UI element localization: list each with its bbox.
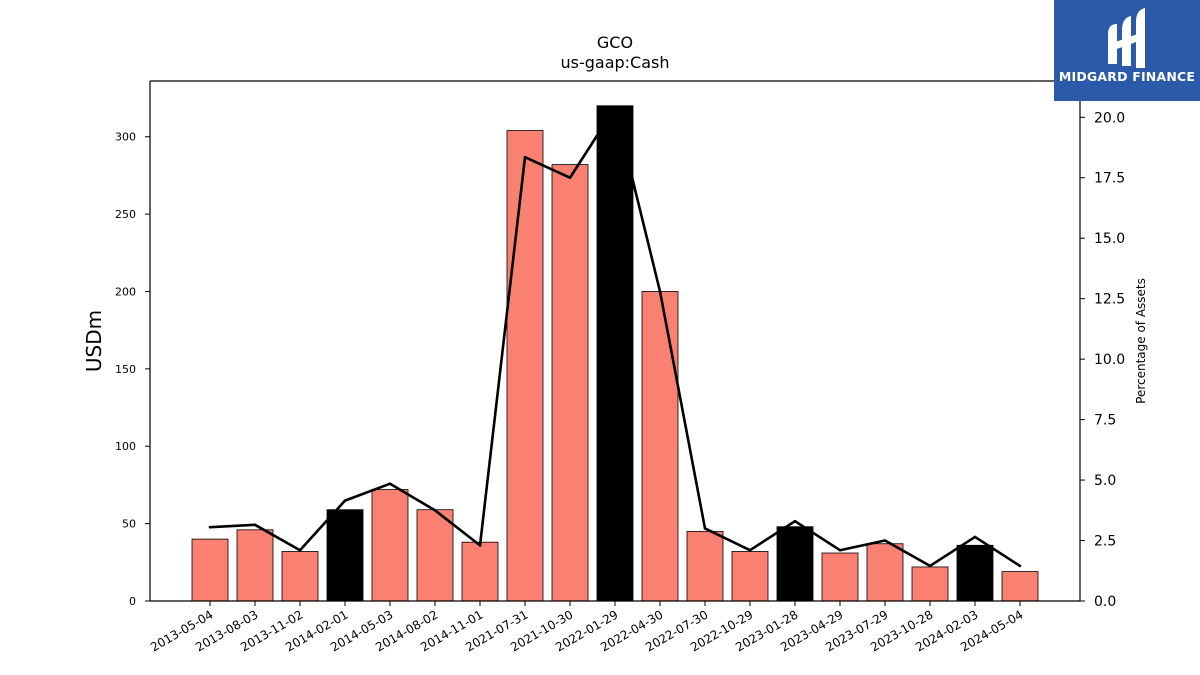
- line-point: [523, 155, 527, 159]
- line-point: [1018, 564, 1022, 568]
- line-point: [973, 535, 977, 539]
- bar: [236, 529, 274, 602]
- line-point: [253, 523, 257, 527]
- y2-tick-label: 0.0: [1094, 594, 1116, 610]
- line-point: [388, 482, 392, 485]
- y2-tick-label: 10.0: [1094, 352, 1125, 368]
- y2-tick-label: 2.5: [1094, 534, 1116, 550]
- chart-title: GCO: [597, 33, 633, 52]
- line-point: [838, 548, 842, 552]
- line-point: [793, 519, 797, 523]
- bar: [776, 526, 814, 602]
- line-point: [928, 564, 932, 568]
- logo-text: MIDGARD FINANCE: [1058, 69, 1196, 84]
- bar: [191, 538, 229, 602]
- line-point: [613, 106, 617, 109]
- bar: [1001, 571, 1039, 602]
- y2-tick-label: 15.0: [1094, 231, 1125, 247]
- line-point: [883, 539, 887, 542]
- y-tick-label: 250: [115, 208, 136, 221]
- bar: [596, 105, 634, 602]
- bar: [731, 551, 769, 602]
- y2-tick-label: 7.5: [1094, 413, 1116, 429]
- line-point: [478, 544, 482, 547]
- y2-tick-label: 5.0: [1094, 473, 1116, 489]
- y-tick-label: 200: [115, 285, 136, 298]
- bar: [506, 130, 544, 602]
- bar: [281, 551, 319, 602]
- bar: [911, 566, 949, 602]
- bar: [551, 164, 589, 602]
- line-point: [568, 176, 572, 180]
- y2-axis-label: Percentage of Assets: [1134, 278, 1148, 404]
- midgard-finance-logo: MIDGARD FINANCE: [1054, 0, 1200, 101]
- y-tick-label: 300: [115, 131, 136, 144]
- line-point: [298, 548, 302, 552]
- bar: [641, 291, 679, 602]
- y-axis-label: USDm: [82, 310, 106, 372]
- bar: [866, 543, 904, 602]
- y-tick-label: 100: [115, 440, 136, 453]
- y2-tick-label: 17.5: [1094, 171, 1125, 187]
- bar: [326, 509, 364, 602]
- chart-subtitle: us-gaap:Cash: [560, 53, 669, 72]
- bar: [416, 509, 454, 602]
- plot-area: 0 50 100 150 200 250 300 0.0 2.5 5.0 7.5 10.0 12.5 15…: [115, 80, 1125, 654]
- line-point: [343, 499, 347, 502]
- bar: [956, 544, 994, 602]
- y-tick-label: 150: [115, 363, 136, 376]
- line-point: [658, 290, 662, 293]
- bar: [371, 489, 409, 602]
- y2-tick-label: 12.5: [1094, 292, 1125, 308]
- y-tick-label: 0: [129, 595, 136, 608]
- y-tick-label: 50: [122, 518, 136, 531]
- bar: [686, 530, 724, 602]
- line-point: [208, 525, 212, 529]
- bar: [821, 552, 859, 602]
- line-point: [748, 548, 752, 552]
- midgard-logo-icon: [1108, 8, 1145, 68]
- line-point: [433, 509, 437, 512]
- bar: [461, 541, 499, 602]
- line-point: [703, 527, 707, 530]
- y2-tick-label: 20.0: [1094, 110, 1125, 126]
